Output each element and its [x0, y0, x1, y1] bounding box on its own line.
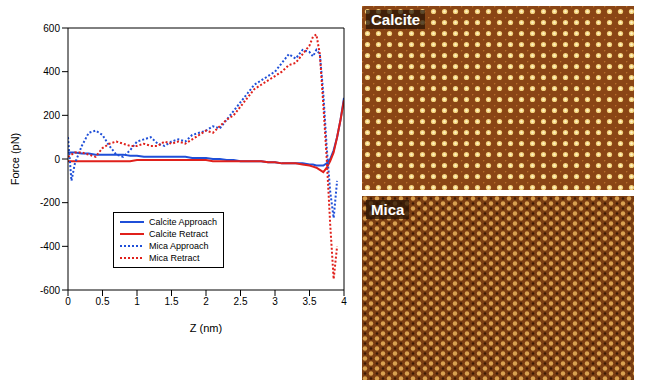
html-text:Calcite Retract: Calcite Retract — [149, 229, 208, 239]
svg-text:0: 0 — [65, 296, 71, 307]
html-text:Calcite Approach: Calcite Approach — [149, 217, 217, 227]
svg-text:-200: -200 — [40, 197, 60, 208]
svg-text:-400: -400 — [40, 241, 60, 252]
html-text:Mica: Mica — [371, 201, 405, 218]
svg-text:3: 3 — [272, 296, 278, 307]
svg-text:-600: -600 — [40, 285, 60, 296]
svg-text:600: 600 — [43, 23, 60, 34]
svg-text:Force (pN): Force (pN) — [9, 133, 21, 186]
svg-text:200: 200 — [43, 110, 60, 121]
svg-text:4: 4 — [341, 296, 347, 307]
svg-text:1.5: 1.5 — [165, 296, 179, 307]
html-text:Calcite: Calcite — [371, 11, 421, 28]
svg-text:0: 0 — [54, 154, 60, 165]
svg-text:400: 400 — [43, 66, 60, 77]
svg-text:2.5: 2.5 — [234, 296, 248, 307]
svg-text:Z (nm): Z (nm) — [190, 322, 222, 334]
html-text:Mica Retract: Mica Retract — [149, 253, 200, 263]
html-text:Mica Approach: Mica Approach — [149, 241, 209, 251]
svg-text:1: 1 — [134, 296, 140, 307]
svg-text:2: 2 — [203, 296, 209, 307]
svg-text:3.5: 3.5 — [303, 296, 317, 307]
svg-text:0.5: 0.5 — [96, 296, 110, 307]
